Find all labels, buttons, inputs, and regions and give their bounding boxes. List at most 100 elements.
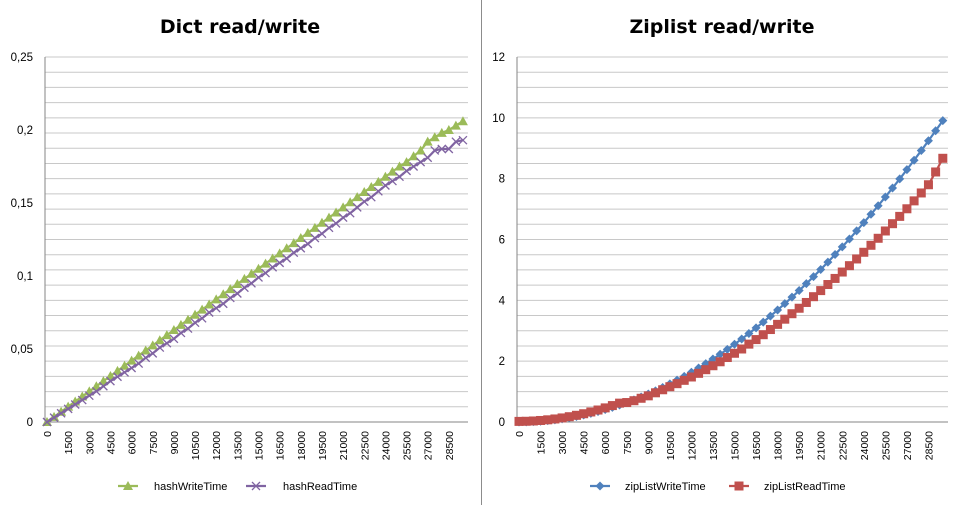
data-point: [169, 334, 179, 344]
marker-stroke: [437, 144, 447, 154]
data-point: [282, 254, 292, 263]
data-point: [316, 217, 327, 227]
x-tick-label: 25500: [880, 431, 892, 460]
marker-stroke: [162, 338, 172, 348]
data-point: [765, 325, 775, 335]
marker-stroke: [148, 348, 158, 358]
data-point: [450, 120, 461, 130]
x-tick-label: 4500: [105, 431, 117, 455]
data-point: [852, 254, 862, 264]
data-point: [809, 272, 819, 282]
data-point: [140, 345, 151, 355]
data-point: [154, 335, 165, 345]
marker-stroke: [254, 273, 263, 282]
data-point: [401, 157, 412, 167]
data-point: [643, 391, 653, 401]
data-point: [423, 153, 433, 163]
x-tick-labels: 0 1500 3000 4500 6000 7500 9000 10500 12000 13500…: [514, 431, 935, 460]
x-tick-label: 28500: [444, 431, 456, 460]
marker-stroke: [268, 262, 278, 272]
y-tick-label: 12: [492, 52, 505, 64]
data-point: [204, 308, 214, 317]
marker-stroke: [359, 197, 369, 206]
x-tick-label: 22500: [359, 431, 371, 460]
data-point: [715, 357, 725, 367]
data-point: [787, 292, 797, 302]
gridlines: [44, 56, 468, 423]
marker-stroke: [395, 172, 404, 182]
data-point: [916, 146, 926, 156]
data-point: [176, 328, 186, 338]
data-point: [331, 207, 342, 217]
data-point: [694, 368, 704, 378]
data-point: [211, 303, 221, 313]
data-point: [931, 167, 941, 177]
y-tick-labels: 0 0,05 0,1 0,15 0,2 0,25: [11, 52, 33, 429]
marker-stroke: [98, 381, 108, 391]
data-point: [773, 319, 783, 329]
data-point: [444, 144, 454, 154]
marker-stroke: [310, 233, 320, 243]
x-tick-label: 9000: [169, 431, 181, 455]
data-point: [895, 174, 905, 184]
data-point: [586, 407, 596, 417]
data-point: [119, 360, 130, 370]
x-tick-label: 15000: [730, 431, 742, 460]
data-point: [338, 202, 349, 212]
legend: hashWriteTime hashReadTime: [118, 481, 357, 493]
data-point: [415, 145, 426, 155]
data-point: [780, 314, 790, 324]
data-point: [780, 299, 790, 309]
data-point: [77, 395, 87, 405]
x-tick-label: 12000: [686, 431, 698, 460]
marker-stroke: [338, 213, 348, 223]
data-point: [113, 372, 122, 382]
marker-stroke: [373, 186, 383, 196]
x-tick-label: 3000: [557, 431, 569, 455]
data-point: [239, 273, 250, 283]
data-point: [268, 262, 278, 272]
chart-title: Dict read/write: [160, 16, 320, 38]
data-point: [253, 263, 264, 273]
data-point: [437, 144, 447, 154]
marker-stroke: [49, 413, 59, 423]
data-point: [359, 197, 369, 206]
data-point: [309, 222, 320, 232]
data-point: [859, 247, 869, 257]
data-point: [225, 293, 235, 303]
x-tick-label: 21000: [816, 431, 828, 460]
marker-stroke: [324, 223, 334, 233]
legend-item: hashWriteTime: [118, 481, 227, 493]
data-point: [123, 481, 133, 490]
data-point: [289, 248, 299, 258]
data-point: [794, 286, 804, 296]
x-tick-label: 25500: [402, 431, 414, 460]
data-point: [261, 268, 271, 278]
marker-stroke: [211, 303, 221, 313]
marker-stroke: [204, 308, 214, 317]
data-point: [183, 324, 193, 334]
marker-stroke: [366, 192, 376, 202]
data-point: [408, 151, 419, 161]
data-point: [615, 398, 625, 408]
data-point: [931, 126, 941, 136]
data-point: [359, 187, 370, 197]
data-point: [352, 192, 363, 202]
data-point: [239, 283, 249, 293]
data-point: [773, 305, 783, 315]
marker-stroke: [183, 324, 193, 334]
data-point: [787, 309, 797, 319]
data-point: [458, 135, 468, 145]
x-tick-label: 21000: [338, 431, 350, 460]
data-point: [730, 339, 739, 349]
data-point: [888, 219, 898, 229]
legend-label: zipListWriteTime: [625, 481, 706, 493]
legend-item: zipListWriteTime: [590, 481, 706, 493]
marker-stroke: [289, 248, 299, 258]
marker-stroke: [246, 278, 256, 288]
marker-stroke: [444, 144, 454, 154]
data-point: [443, 125, 454, 134]
marker-stroke: [402, 166, 412, 176]
data-point: [395, 172, 404, 182]
series-line: [518, 157, 944, 423]
